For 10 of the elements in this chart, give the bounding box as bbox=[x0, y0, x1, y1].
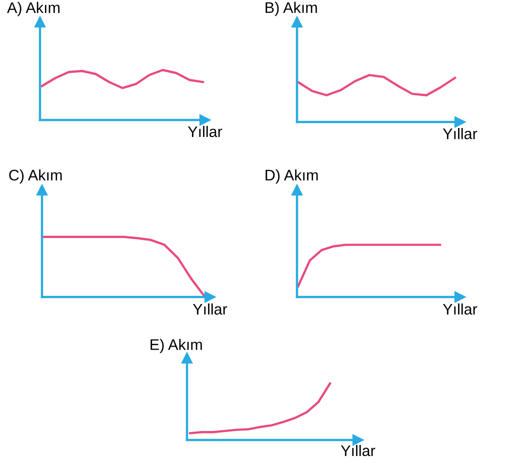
x-axis-title: Yıllar bbox=[340, 444, 376, 456]
y-axis-title: E) Akım bbox=[150, 338, 202, 354]
y-axis-title: D) Akım bbox=[266, 169, 318, 184]
y-axis-title: C) Akım bbox=[9, 169, 62, 184]
x-axis-title: Yıllar bbox=[188, 126, 222, 138]
y-axis-title: B) Akım bbox=[266, 2, 317, 16]
x-axis-title: Yıllar bbox=[442, 128, 478, 140]
x-axis-title: Yıllar bbox=[442, 303, 478, 315]
y-axis-title: A) Akım bbox=[7, 2, 60, 16]
x-axis-title: Yıllar bbox=[192, 303, 228, 315]
